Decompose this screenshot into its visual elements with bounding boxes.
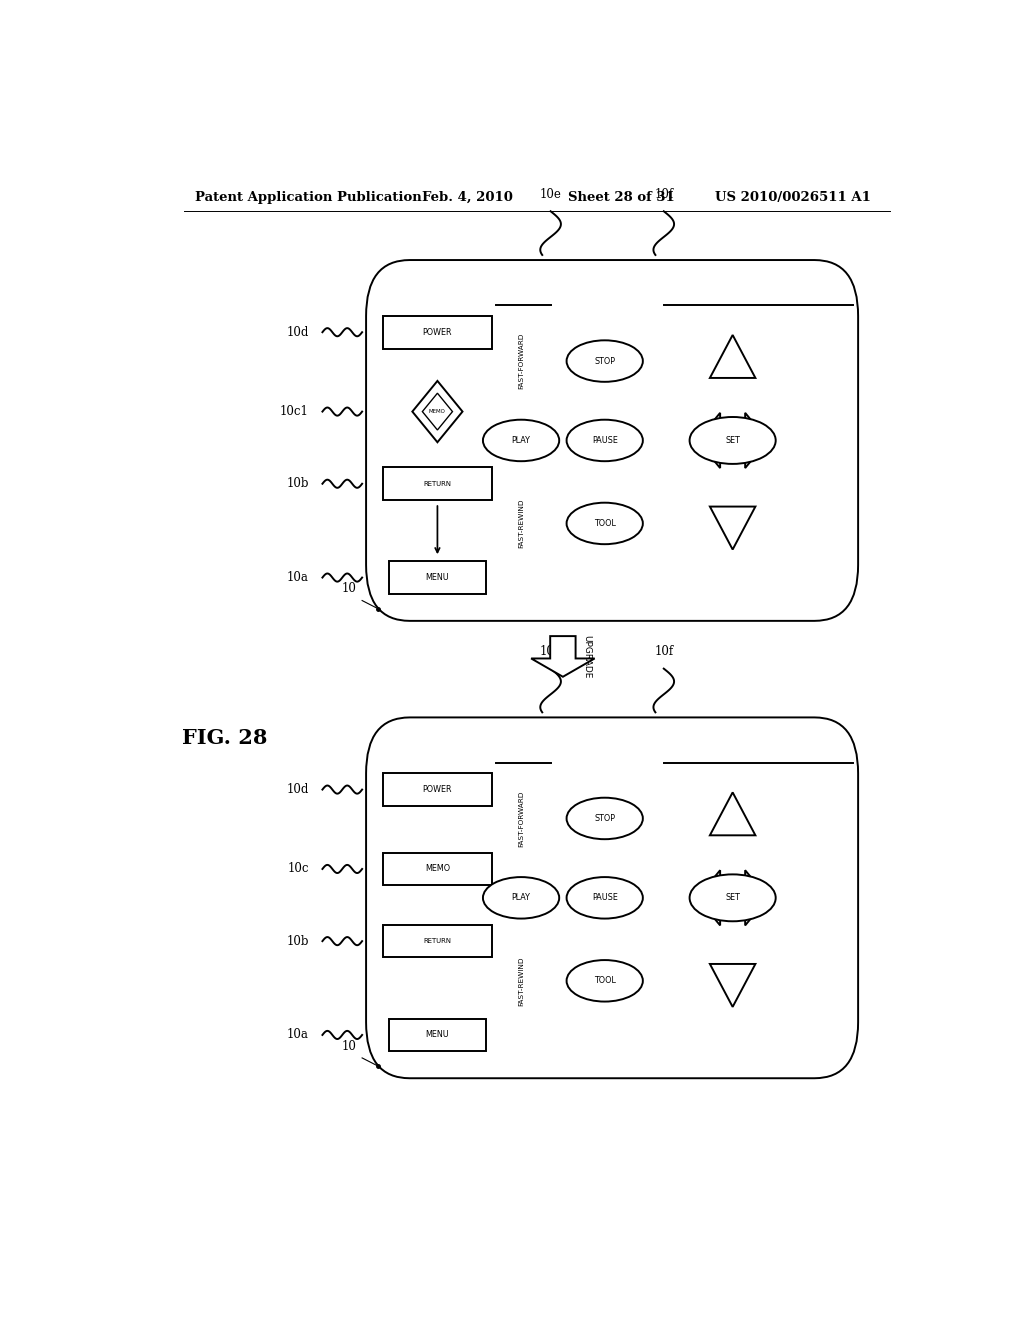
Text: UPGRADE: UPGRADE bbox=[583, 635, 591, 678]
Text: STOP: STOP bbox=[594, 356, 615, 366]
Text: MEMO: MEMO bbox=[425, 865, 450, 874]
Text: SET: SET bbox=[725, 436, 740, 445]
FancyBboxPatch shape bbox=[383, 467, 493, 500]
Polygon shape bbox=[531, 636, 595, 677]
Text: TOOL: TOOL bbox=[594, 519, 615, 528]
Polygon shape bbox=[697, 413, 720, 469]
Ellipse shape bbox=[566, 876, 643, 919]
FancyBboxPatch shape bbox=[389, 1019, 485, 1051]
Text: PLAY: PLAY bbox=[512, 436, 530, 445]
Text: 10f: 10f bbox=[654, 645, 674, 659]
Text: MEMO: MEMO bbox=[429, 409, 445, 414]
Ellipse shape bbox=[689, 417, 776, 463]
Ellipse shape bbox=[483, 876, 559, 919]
Text: RETURN: RETURN bbox=[424, 939, 452, 944]
Ellipse shape bbox=[566, 797, 643, 840]
Text: 10c: 10c bbox=[288, 862, 309, 875]
Text: FAST-FORWARD: FAST-FORWARD bbox=[518, 333, 524, 389]
Polygon shape bbox=[710, 792, 756, 836]
Polygon shape bbox=[745, 413, 768, 469]
Text: 10b: 10b bbox=[287, 478, 309, 490]
Ellipse shape bbox=[483, 420, 559, 461]
Polygon shape bbox=[710, 507, 756, 549]
Text: 10e: 10e bbox=[540, 645, 561, 659]
Ellipse shape bbox=[566, 503, 643, 544]
Polygon shape bbox=[422, 393, 453, 430]
Text: FAST-REWIND: FAST-REWIND bbox=[518, 956, 524, 1006]
Text: Patent Application Publication: Patent Application Publication bbox=[196, 190, 422, 203]
Text: MENU: MENU bbox=[426, 1031, 450, 1039]
FancyBboxPatch shape bbox=[383, 774, 493, 807]
Ellipse shape bbox=[689, 874, 776, 921]
Text: FAST-FORWARD: FAST-FORWARD bbox=[518, 791, 524, 846]
Text: PAUSE: PAUSE bbox=[592, 894, 617, 903]
Text: STOP: STOP bbox=[594, 814, 615, 822]
Text: TOOL: TOOL bbox=[594, 977, 615, 985]
Text: 10e: 10e bbox=[540, 187, 561, 201]
Text: US 2010/0026511 A1: US 2010/0026511 A1 bbox=[715, 190, 871, 203]
Text: 10b: 10b bbox=[287, 935, 309, 948]
Text: 10: 10 bbox=[342, 582, 356, 595]
Text: 10d: 10d bbox=[287, 326, 309, 339]
Ellipse shape bbox=[566, 341, 643, 381]
Polygon shape bbox=[413, 381, 463, 442]
Text: POWER: POWER bbox=[423, 327, 453, 337]
Text: 10: 10 bbox=[342, 1040, 356, 1053]
Text: RETURN: RETURN bbox=[424, 480, 452, 487]
Text: 10f: 10f bbox=[654, 187, 674, 201]
Ellipse shape bbox=[566, 420, 643, 461]
Text: 10a: 10a bbox=[287, 1028, 309, 1041]
FancyBboxPatch shape bbox=[383, 925, 493, 957]
Text: POWER: POWER bbox=[423, 785, 453, 795]
FancyBboxPatch shape bbox=[367, 718, 858, 1078]
Polygon shape bbox=[745, 870, 768, 925]
Text: PLAY: PLAY bbox=[512, 894, 530, 903]
Text: 10a: 10a bbox=[287, 572, 309, 583]
Text: FIG. 28: FIG. 28 bbox=[182, 727, 267, 747]
Polygon shape bbox=[697, 870, 720, 925]
Text: 10d: 10d bbox=[287, 783, 309, 796]
Text: Feb. 4, 2010: Feb. 4, 2010 bbox=[422, 190, 512, 203]
FancyBboxPatch shape bbox=[383, 853, 493, 886]
Text: SET: SET bbox=[725, 894, 740, 903]
Text: 10c1: 10c1 bbox=[281, 405, 309, 418]
Polygon shape bbox=[710, 964, 756, 1007]
Polygon shape bbox=[710, 335, 756, 378]
Ellipse shape bbox=[566, 960, 643, 1002]
Text: Sheet 28 of 31: Sheet 28 of 31 bbox=[568, 190, 675, 203]
Text: PAUSE: PAUSE bbox=[592, 436, 617, 445]
FancyBboxPatch shape bbox=[389, 561, 485, 594]
FancyBboxPatch shape bbox=[367, 260, 858, 620]
Text: MENU: MENU bbox=[426, 573, 450, 582]
FancyBboxPatch shape bbox=[383, 315, 493, 348]
Text: FAST-REWIND: FAST-REWIND bbox=[518, 499, 524, 548]
